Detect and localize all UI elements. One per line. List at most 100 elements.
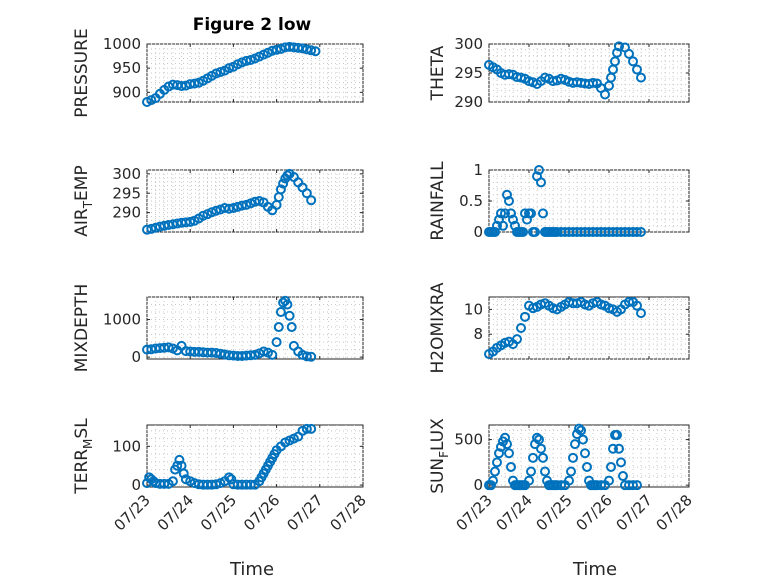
data-point bbox=[211, 68, 222, 79]
x-tick-label: 07/27 bbox=[283, 491, 326, 534]
data-point bbox=[588, 77, 598, 88]
data-point bbox=[612, 430, 622, 441]
data-point bbox=[504, 448, 514, 459]
data-point bbox=[490, 227, 500, 237]
data-point bbox=[506, 208, 516, 219]
data-point bbox=[245, 479, 256, 490]
data-point bbox=[568, 452, 578, 463]
y-tick-label: 290 bbox=[112, 204, 141, 222]
data-point bbox=[301, 423, 312, 434]
data-point bbox=[636, 72, 646, 83]
data-point bbox=[632, 480, 642, 491]
data-point bbox=[282, 299, 293, 310]
y-tick-label: 0 bbox=[131, 348, 141, 366]
data-point bbox=[284, 310, 295, 321]
y-tick-label: 295 bbox=[454, 64, 483, 82]
data-point bbox=[520, 311, 530, 322]
data-point bbox=[278, 178, 289, 189]
data-point bbox=[632, 227, 642, 237]
data-point bbox=[492, 457, 502, 468]
data-point bbox=[490, 466, 500, 477]
data-point bbox=[271, 337, 282, 348]
data-point bbox=[614, 443, 624, 454]
y-axis-label: MIXDEPTH bbox=[72, 284, 92, 373]
data-point bbox=[628, 480, 638, 491]
data-point bbox=[275, 43, 286, 54]
x-tick-label: 07/25 bbox=[197, 491, 240, 534]
data-point bbox=[566, 466, 576, 477]
data-point bbox=[538, 452, 548, 463]
data-point bbox=[286, 322, 297, 333]
data-point bbox=[580, 448, 590, 459]
data-point bbox=[524, 475, 534, 486]
data-point bbox=[516, 323, 526, 333]
y-tick-label: 0.5 bbox=[459, 192, 483, 210]
data-point bbox=[237, 57, 248, 68]
data-point bbox=[534, 434, 544, 445]
data-point bbox=[576, 425, 586, 436]
data-point bbox=[582, 461, 592, 472]
data-point bbox=[258, 346, 269, 357]
y-axis-label-subscript: M bbox=[81, 439, 95, 449]
data-point bbox=[301, 188, 312, 199]
y-tick-label: 950 bbox=[112, 59, 141, 77]
data-point bbox=[624, 48, 634, 59]
data-point bbox=[301, 44, 312, 55]
data-point bbox=[224, 203, 235, 214]
data-point bbox=[536, 177, 546, 188]
subplot-8: 07/2307/2407/2507/2607/2707/280500SUNFLU… bbox=[428, 418, 696, 535]
data-point bbox=[237, 200, 248, 211]
y-axis-label-subscript: F bbox=[437, 451, 451, 458]
data-point bbox=[146, 223, 157, 234]
y-axis-label: AIRTEMP bbox=[72, 165, 95, 236]
data-point bbox=[574, 423, 584, 434]
data-point bbox=[180, 80, 191, 91]
subplot-1: 900 950 1000 PRESSURE bbox=[72, 28, 364, 118]
data-point bbox=[310, 46, 321, 57]
data-point bbox=[518, 227, 528, 237]
y-tick-label: 1 bbox=[473, 161, 483, 179]
x-tick-label: 07/24 bbox=[154, 491, 197, 534]
x-axis-label-right: Time bbox=[572, 559, 617, 580]
data-point bbox=[176, 81, 187, 92]
data-point bbox=[228, 202, 239, 213]
y-axis-label-part: EMP bbox=[72, 165, 92, 201]
data-point bbox=[163, 342, 174, 353]
data-point bbox=[167, 476, 178, 487]
data-point bbox=[600, 89, 610, 100]
data-point bbox=[624, 296, 634, 307]
x-tick-label: 07/27 bbox=[613, 491, 656, 534]
data-point bbox=[273, 322, 284, 333]
data-point bbox=[596, 480, 606, 491]
data-point bbox=[232, 201, 243, 212]
data-point bbox=[636, 308, 646, 319]
x-tick-label: 07/23 bbox=[111, 491, 154, 534]
data-point bbox=[224, 472, 235, 483]
data-point bbox=[570, 439, 580, 450]
data-point bbox=[500, 432, 510, 443]
data-point bbox=[536, 443, 546, 454]
data-point bbox=[275, 307, 286, 318]
data-point bbox=[496, 208, 506, 219]
y-axis-label-part: TERR bbox=[72, 449, 92, 495]
y-axis-label-subscript: T bbox=[81, 200, 95, 209]
y-axis-label-part: LUX bbox=[428, 418, 448, 451]
y-tick-label: 295 bbox=[112, 184, 141, 202]
x-tick-label: 07/25 bbox=[533, 491, 576, 534]
data-point bbox=[502, 439, 512, 450]
y-tick-label: 0 bbox=[131, 476, 141, 494]
y-tick-label: 300 bbox=[112, 165, 141, 183]
data-point bbox=[502, 189, 512, 200]
data-point bbox=[534, 165, 544, 175]
data-point bbox=[306, 195, 317, 206]
data-point bbox=[189, 78, 200, 89]
data-point bbox=[224, 63, 235, 74]
y-axis-label: SUNFLUX bbox=[428, 418, 451, 494]
y-axis-label: THETA bbox=[428, 45, 448, 101]
subplot-5: 0 1000 MIXDEPTH bbox=[72, 284, 364, 373]
x-tick-label: 07/28 bbox=[653, 491, 696, 534]
data-point bbox=[614, 41, 624, 52]
data-point bbox=[174, 454, 185, 465]
y-axis-label-part: SUN bbox=[428, 458, 448, 494]
